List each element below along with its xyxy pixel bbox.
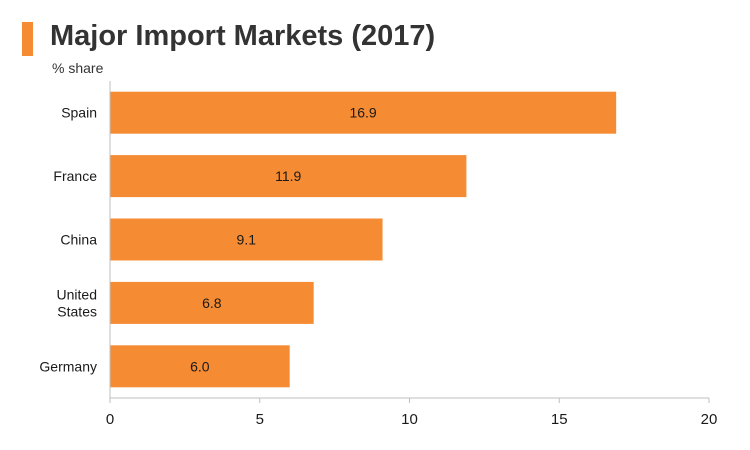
bar-value-label: 11.9 bbox=[275, 168, 301, 184]
bar-germany bbox=[110, 345, 290, 388]
x-tick-label: 0 bbox=[106, 411, 114, 428]
x-tick-label: 20 bbox=[701, 411, 718, 428]
bar-value-label: 9.1 bbox=[237, 232, 257, 248]
x-tick-label: 5 bbox=[256, 411, 264, 428]
x-tick-label: 15 bbox=[551, 411, 568, 428]
bar-value-label: 16.9 bbox=[349, 105, 376, 121]
category-label: France bbox=[53, 168, 97, 184]
category-label: Spain bbox=[61, 105, 97, 121]
bar-france bbox=[110, 155, 467, 198]
title-accent-bar bbox=[22, 22, 33, 56]
bar-china bbox=[110, 218, 383, 261]
bar-value-label: 6.8 bbox=[202, 295, 222, 311]
category-label: China bbox=[60, 232, 97, 248]
chart-subtitle: % share bbox=[52, 60, 104, 76]
bar-value-label: 6.0 bbox=[190, 358, 210, 374]
category-label: Germany bbox=[39, 358, 97, 374]
chart-title: Major Import Markets (2017) bbox=[50, 20, 436, 52]
x-tick-label: 10 bbox=[401, 411, 418, 428]
category-label: United States bbox=[57, 286, 97, 319]
bar-spain bbox=[110, 91, 617, 134]
bar-united-states bbox=[110, 281, 314, 324]
